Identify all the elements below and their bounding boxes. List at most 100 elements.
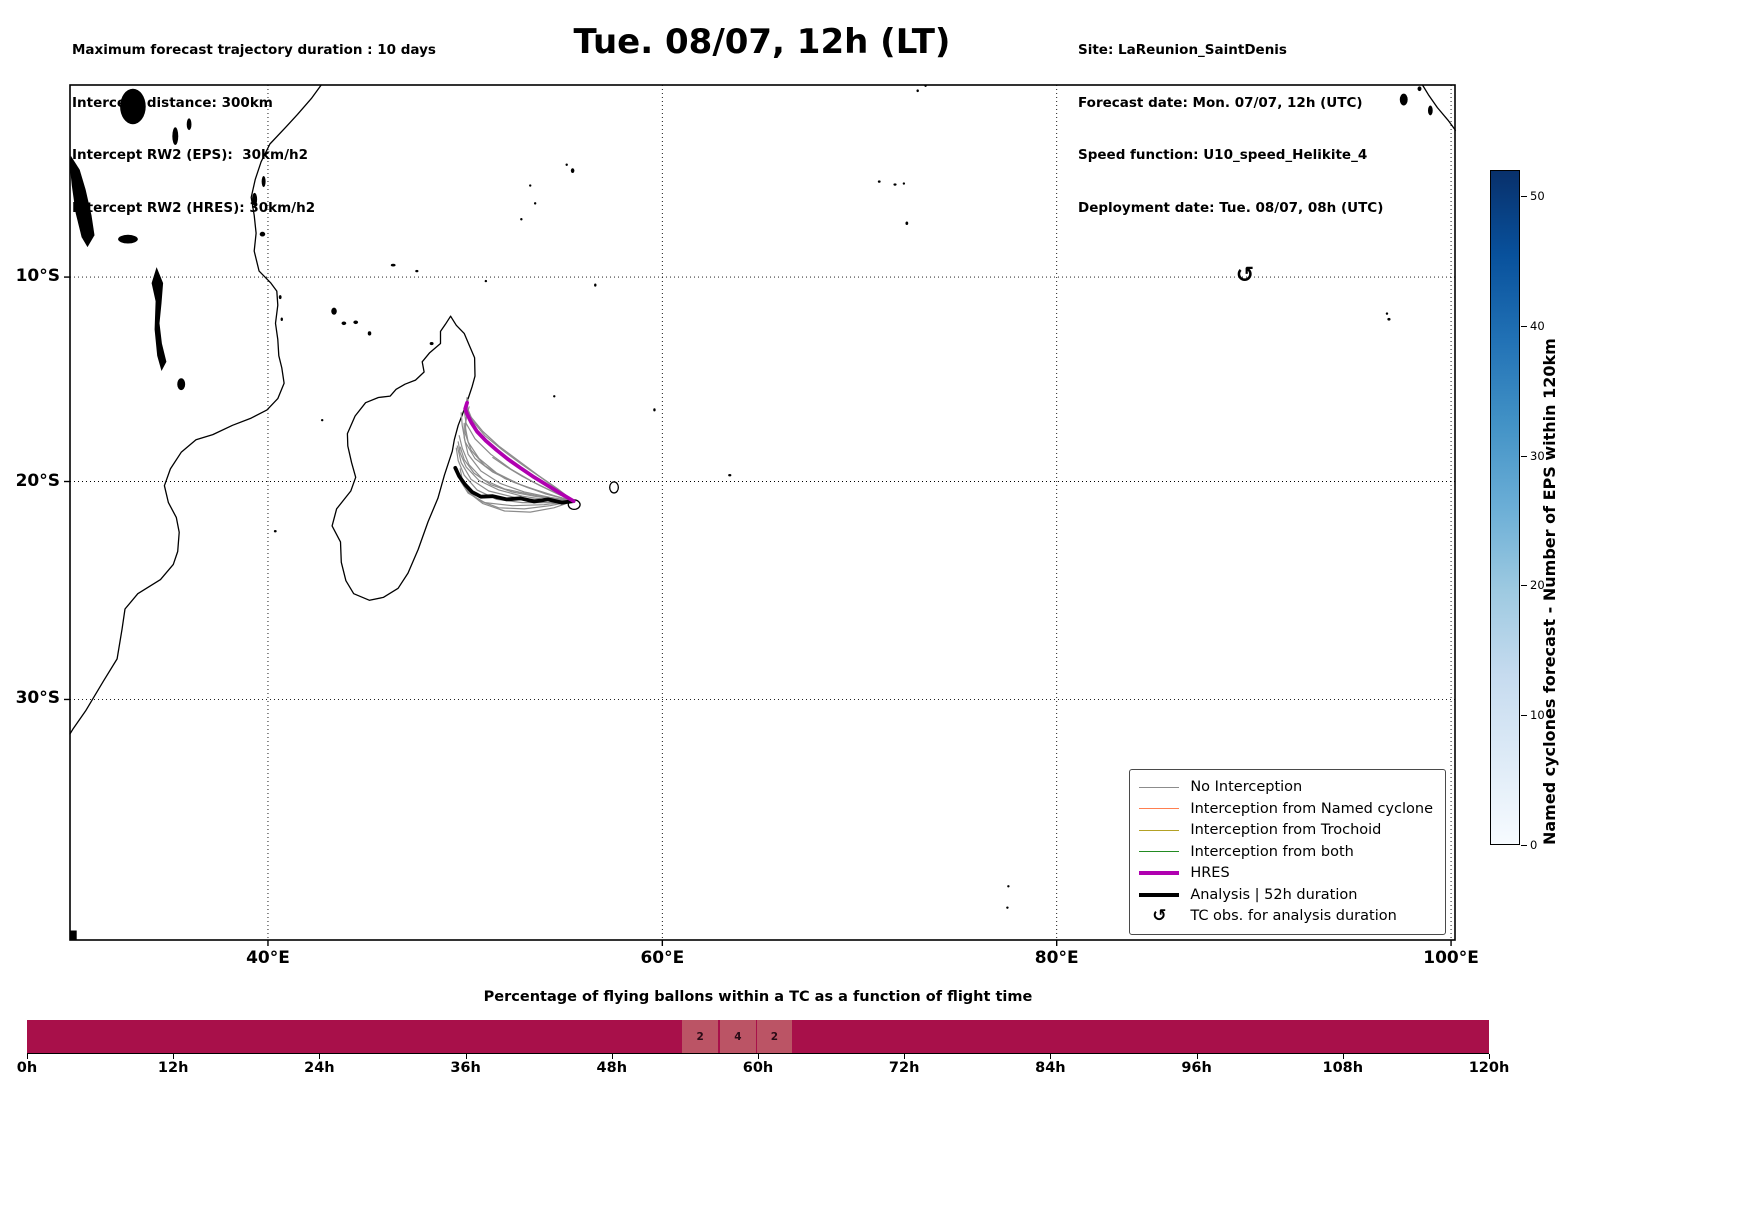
legend-line-sample [1139,829,1180,831]
tc-percentage-cell: 2 [682,1020,718,1053]
time-tickmark [173,1054,175,1059]
y-tick-label: 30°S [15,688,60,709]
y-tick-label: 10°S [15,266,60,287]
island [353,320,359,325]
island [902,182,906,185]
island [320,418,324,422]
time-tickmark [1050,1054,1052,1059]
island [529,184,532,187]
island [1006,906,1009,909]
colorbar-gradient [1490,170,1520,845]
island [280,317,283,322]
legend-line [1139,829,1180,831]
time-tickmark [1489,1054,1490,1059]
legend-item: ↺ TC obs. for analysis duration [1139,906,1433,928]
colorbar-tickmark [1521,455,1527,457]
trajectory-ensemble [463,422,575,502]
x-tick-label: 80°E [1034,948,1079,968]
lake [118,234,138,244]
colorbar-tickmark [1521,715,1527,717]
legend-label: Analysis | 52h duration [1190,886,1358,903]
colorbar-tick-label: 20 [1530,578,1545,593]
time-tickmark [1196,1054,1198,1059]
island [1387,317,1391,321]
map-border [69,84,1456,941]
island [484,279,488,283]
island-outline [609,481,620,494]
island [273,530,277,533]
time-tickmark [319,1054,321,1059]
legend-line [1139,851,1180,853]
legend-item: Interception from both [1139,841,1433,863]
colorbar-tickmark [1521,325,1527,327]
lake [120,88,146,125]
info-line: Forecast date: Mon. 07/07, 12h (UTC) [1078,94,1363,111]
time-tick-label: 12h [157,1060,189,1076]
trajectory-ensemble [464,406,575,502]
colorbar-label: Named cyclones forecast - Number of EPS … [1540,338,1559,845]
island [594,283,597,287]
time-tick-label: 60h [742,1060,774,1076]
time-tickmark [465,1054,467,1059]
figure-title: Tue. 08/07, 12h (LT) [573,22,951,62]
island [877,180,881,183]
legend-line-sample [1139,892,1180,897]
legend-item: Interception from Named cyclone [1139,798,1433,820]
lake [186,118,192,131]
island [520,218,523,221]
island [728,474,732,477]
lake [151,267,167,371]
legend-label: HRES [1190,865,1230,882]
time-tickmark [904,1054,906,1059]
colorbar-tick-label: 0 [1530,838,1538,852]
trajectory-ensemble [465,396,575,502]
time-tick-label: 96h [1181,1060,1212,1076]
lake [70,155,95,248]
trajectory-ensemble [463,409,575,502]
legend-label: Interception from both [1190,843,1354,860]
colorbar-tick-label: 10 [1530,708,1545,723]
legend-line-sample [1139,851,1180,853]
time-tickmark [611,1054,613,1059]
info-line: Speed function: U10_speed_Helikite_4 [1078,147,1368,163]
legend-label: Interception from Named cyclone [1190,800,1433,817]
coastline [331,315,476,601]
time-tickmark [27,1054,28,1059]
x-tick-label: 60°E [640,948,685,968]
island [259,231,266,237]
island [570,168,575,174]
island [1007,885,1010,888]
tc-obs-icon: ↺ [1236,263,1254,288]
time-tick-label: 0h [16,1060,38,1076]
lake [177,378,186,391]
colorbar-tickmark [1521,845,1527,846]
legend-line-sample [1139,808,1180,810]
island [1399,93,1408,106]
info-line: Deployment date: Tue. 08/07, 08h (UTC) [1078,199,1384,216]
time-tick-label: 72h [888,1060,920,1076]
time-tickmark [758,1054,759,1059]
legend-line-sample [1139,786,1180,788]
island [251,192,258,206]
legend-item: No Interception [1139,777,1433,799]
island [1427,105,1433,116]
island [553,395,556,398]
legend-line [1139,808,1180,810]
x-tick-label: 40°E [246,948,290,968]
time-tick-label: 24h [304,1060,335,1076]
legend-label: No Interception [1190,779,1303,796]
param-line: Maximum forecast trajectory duration : 1… [72,42,436,58]
legend-item: HRES [1139,863,1433,885]
coastline [1421,84,1457,131]
island [916,89,919,93]
coast-fragment [70,930,77,940]
legend-line [1139,871,1180,876]
lake [172,127,179,145]
legend-label: TC obs. for analysis duration [1190,908,1397,925]
colorbar-tick-label: 30 [1530,448,1545,463]
map-canvas: ↺ [64,84,1457,946]
flight-time-chart-title: Percentage of flying ballons within a TC… [483,989,1033,1005]
map-legend: No Interception Interception from Named c… [1129,768,1446,935]
colorbar-tickmark [1521,585,1527,587]
island [331,307,337,315]
